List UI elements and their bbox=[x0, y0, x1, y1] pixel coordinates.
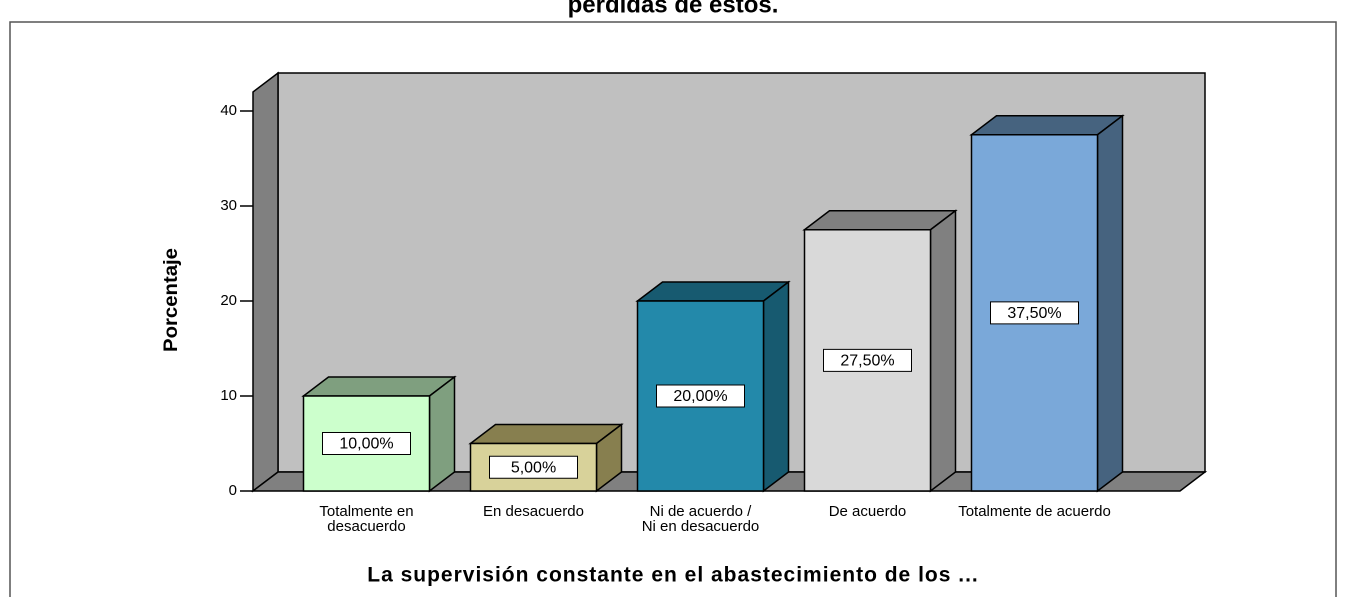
bar-side bbox=[1096, 114, 1124, 493]
bar-side bbox=[762, 280, 790, 493]
bar-top bbox=[802, 210, 958, 231]
value-label-box bbox=[656, 384, 745, 408]
left-wall bbox=[252, 71, 279, 493]
bar-side bbox=[428, 375, 456, 493]
value-label-box bbox=[489, 455, 578, 479]
value-label: 37,50% bbox=[1007, 305, 1061, 322]
value-label: 10,00% bbox=[339, 436, 393, 453]
bar-top bbox=[301, 376, 457, 397]
value-label-box bbox=[322, 432, 411, 455]
bar-top bbox=[969, 115, 1125, 136]
x-tick-label: Totalmente de acuerdo bbox=[958, 503, 1111, 520]
x-tick-label: Totalmente en desacuerdo bbox=[319, 503, 414, 535]
y-tick-label: 0 bbox=[229, 482, 237, 499]
value-label: 27,50% bbox=[840, 353, 894, 370]
value-label-box bbox=[990, 301, 1079, 325]
y-tick-label: 30 bbox=[220, 197, 237, 214]
x-axis-label: La supervisión constante en el abastecim… bbox=[367, 564, 979, 587]
y-tick-label: 10 bbox=[220, 387, 237, 404]
bar-top bbox=[635, 281, 791, 302]
value-label-box bbox=[823, 348, 912, 372]
x-tick-label: De acuerdo bbox=[828, 503, 907, 520]
value-label: 20,00% bbox=[673, 388, 727, 405]
chart-title: pérdidas de estos. bbox=[568, 0, 779, 18]
x-tick-label: Ni de acuerdo / Ni en desacuerdo bbox=[641, 503, 760, 535]
y-axis-label: Porcentaje bbox=[161, 248, 182, 352]
value-label: 5,00% bbox=[511, 459, 556, 476]
bar-side bbox=[929, 209, 957, 493]
x-tick-label: En desacuerdo bbox=[483, 503, 584, 520]
bar-top bbox=[468, 423, 624, 445]
y-tick-label: 40 bbox=[220, 102, 237, 119]
y-tick-label: 20 bbox=[220, 292, 237, 309]
